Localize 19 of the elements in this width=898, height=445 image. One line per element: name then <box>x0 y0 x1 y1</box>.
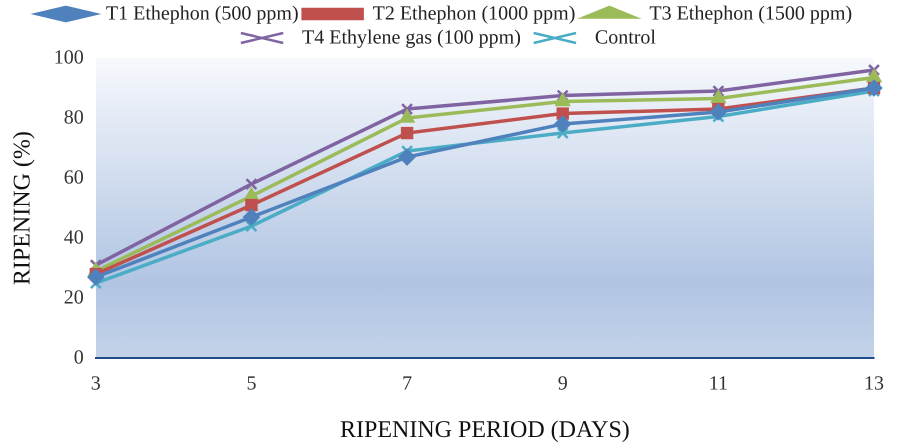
legend-label: T2 Ethephon (1000 ppm) <box>372 2 576 24</box>
x-tick-label: 11 <box>708 372 728 394</box>
y-tick-label: 20 <box>64 286 84 308</box>
legend-label: T1 Ethephon (500 ppm) <box>106 2 299 24</box>
legend-label: T3 Ethephon (1500 ppm) <box>649 2 852 24</box>
x-tick-label: 13 <box>864 372 884 394</box>
legend-label: Control <box>594 26 656 48</box>
legend-label: T4 Ethylene gas (100 ppm) <box>302 26 521 48</box>
y-tick-label: 40 <box>64 226 84 248</box>
y-tick-label: 0 <box>74 346 84 368</box>
y-axis-title: RIPENING (%) <box>10 131 36 286</box>
x-axis-title: RIPENING PERIOD (DAYS) <box>340 416 630 443</box>
x-tick-label: 9 <box>558 372 568 394</box>
x-tick-label: 3 <box>90 372 101 394</box>
y-tick-label: 80 <box>64 106 84 128</box>
x-tick-label: 5 <box>246 372 256 394</box>
y-tick-label: 100 <box>54 46 84 68</box>
x-tick-label: 7 <box>402 372 412 394</box>
y-tick-label: 60 <box>64 166 84 188</box>
